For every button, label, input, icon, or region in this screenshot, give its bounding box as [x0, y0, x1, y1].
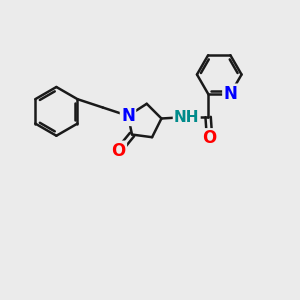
Text: O: O — [112, 142, 126, 160]
Text: NH: NH — [174, 110, 200, 124]
Text: N: N — [224, 85, 237, 103]
Text: O: O — [202, 129, 217, 147]
Text: N: N — [121, 107, 135, 125]
